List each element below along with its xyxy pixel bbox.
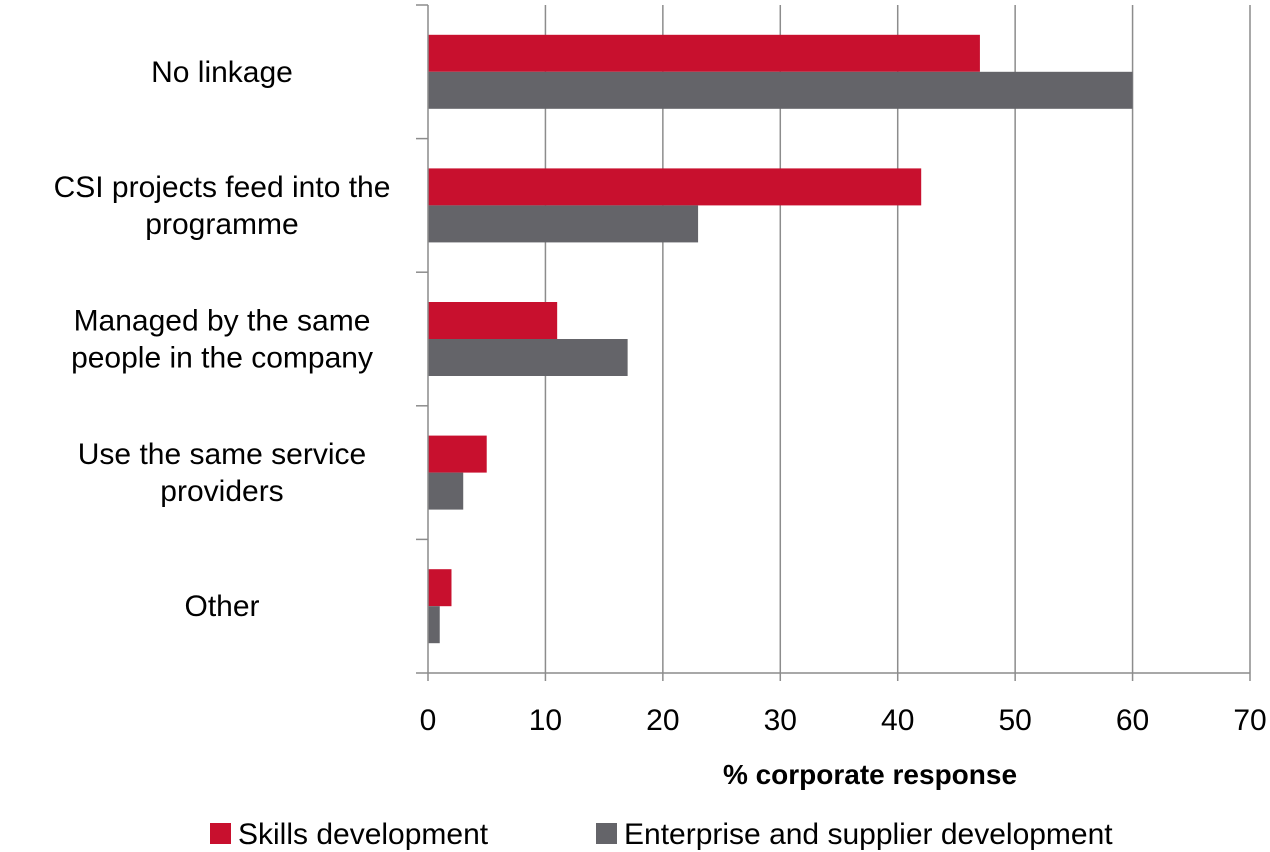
legend-swatch-skills <box>210 823 231 844</box>
bar-skills <box>428 435 487 473</box>
x-tick-label: 60 <box>1116 704 1149 737</box>
category-label: Other <box>184 590 259 623</box>
bar-enterprise <box>428 71 1133 109</box>
x-tick-labels: 0 10 20 30 40 50 60 70 <box>420 704 1267 737</box>
legend-label-skills: Skills development <box>238 818 489 851</box>
category-labels: No linkage CSI projects feed into the prog… <box>54 56 391 623</box>
x-tick-label: 50 <box>998 704 1031 737</box>
x-axis-title: % corporate response <box>723 759 1017 790</box>
bar-skills <box>428 302 558 339</box>
bar-skills <box>428 569 452 607</box>
bar-skills <box>428 34 980 72</box>
gridlines <box>544 5 1251 673</box>
axes <box>416 4 1251 681</box>
bar-enterprise <box>428 205 699 243</box>
category-label: No linkage <box>151 56 293 89</box>
bars <box>428 34 1133 644</box>
bar-enterprise <box>428 472 464 510</box>
x-tick-label: 30 <box>764 704 797 737</box>
x-tick-label: 20 <box>646 704 679 737</box>
x-tick-label: 40 <box>881 704 914 737</box>
category-label: Use the same service providers <box>78 438 366 508</box>
category-label: CSI projects feed into the programme <box>54 171 391 241</box>
x-tick-label: 10 <box>529 704 562 737</box>
bar-enterprise <box>428 339 628 376</box>
legend-label-enterprise: Enterprise and supplier development <box>624 818 1113 851</box>
category-label: Managed by the same people in the company <box>71 305 373 375</box>
legend: Skills development Enterprise and supplie… <box>210 818 1113 851</box>
bar-skills <box>428 168 922 206</box>
x-tick-label: 0 <box>420 704 437 737</box>
x-tick-label: 70 <box>1233 704 1266 737</box>
legend-swatch-enterprise <box>596 823 617 844</box>
bar-enterprise <box>428 606 440 644</box>
